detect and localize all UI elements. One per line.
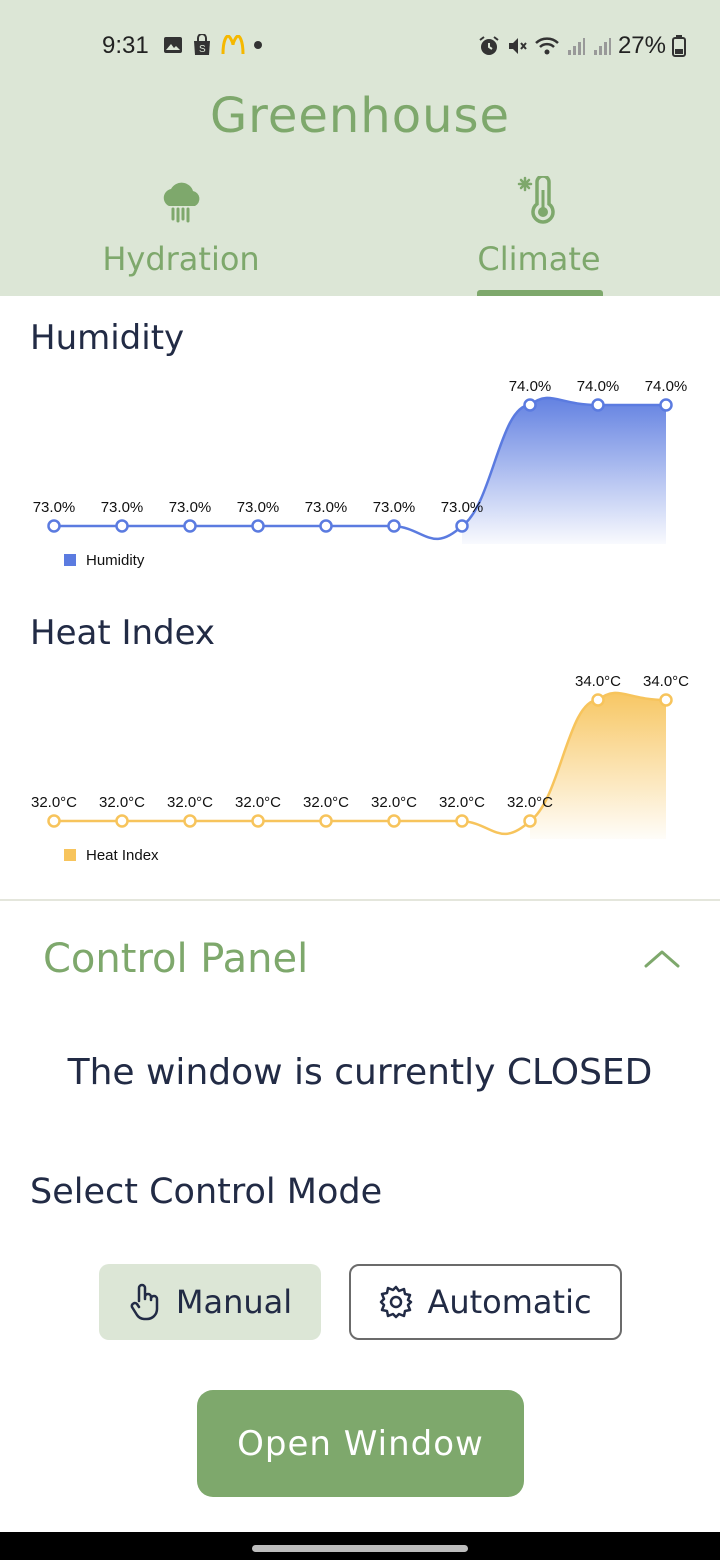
- humidity-data-label: 73.0%: [305, 499, 348, 516]
- humidity-point: [659, 398, 673, 412]
- divider: [0, 899, 720, 901]
- heat-index-data-label: 32.0°C: [31, 794, 77, 811]
- heat-index-area: [530, 692, 666, 839]
- cloud-rain-icon: [163, 182, 200, 223]
- heat-index-point: [523, 814, 537, 828]
- humidity-data-label: 73.0%: [237, 499, 280, 516]
- shop-icon: S: [194, 34, 210, 55]
- humidity-point: [591, 398, 605, 412]
- humidity-title: Humidity: [30, 318, 185, 358]
- heat-index-data-label: 32.0°C: [439, 794, 485, 811]
- hand-pointer-icon: [130, 1283, 159, 1321]
- control-panel-title: Control Panel: [43, 936, 309, 982]
- humidity-point: [387, 519, 401, 533]
- signal-icon: [567, 38, 585, 55]
- heat-index-point: [455, 814, 469, 828]
- tab-climate[interactable]: Climate: [409, 170, 669, 296]
- humidity-chart: 73.0% 73.0% 73.0% 73.0% 73.0% 73.0% 73.0% 74.0%…: [33, 378, 688, 569]
- humidity-point: [455, 519, 469, 533]
- system-icons: 27%: [478, 32, 686, 60]
- humidity-point: [319, 519, 333, 533]
- automatic-mode-button[interactable]: Automatic: [349, 1264, 622, 1340]
- heat-index-data-label: 34.0°C: [643, 673, 689, 690]
- humidity-point: [47, 519, 61, 533]
- heat-index-point: [183, 814, 197, 828]
- mute-icon: [508, 38, 527, 54]
- automatic-mode-label: Automatic: [427, 1283, 592, 1321]
- manual-mode-label: Manual: [175, 1283, 293, 1321]
- humidity-data-label: 73.0%: [441, 499, 484, 516]
- battery-icon: [672, 35, 686, 57]
- heat-index-data-label: 34.0°C: [575, 673, 621, 690]
- heat-index-point: [251, 814, 265, 828]
- heat-index-data-label: 32.0°C: [99, 794, 145, 811]
- thermometer-icon: [517, 176, 555, 224]
- tab-label: Climate: [477, 240, 601, 278]
- wifi-icon: [535, 37, 559, 55]
- manual-mode-button[interactable]: Manual: [99, 1264, 321, 1340]
- humidity-data-label: 74.0%: [509, 378, 552, 395]
- home-handle[interactable]: [252, 1545, 468, 1552]
- dot-icon: [254, 41, 262, 49]
- tab-label: Hydration: [102, 240, 260, 278]
- status-time: 9:31: [102, 32, 149, 59]
- battery-percent: 27%: [617, 32, 666, 59]
- heat-index-point: [387, 814, 401, 828]
- heat-index-point: [591, 693, 605, 707]
- chevron-up-icon[interactable]: [642, 944, 682, 974]
- heat-index-chart: 32.0°C 32.0°C 32.0°C 32.0°C 32.0°C 32.0°C 32.0…: [31, 673, 689, 864]
- humidity-point: [251, 519, 265, 533]
- heat-index-legend-swatch: [64, 849, 76, 861]
- mode-title: Select Control Mode: [30, 1172, 383, 1212]
- heat-index-point: [47, 814, 61, 828]
- humidity-data-label: 73.0%: [373, 499, 416, 516]
- heat-index-data-label: 32.0°C: [507, 794, 553, 811]
- humidity-data-label: 74.0%: [577, 378, 620, 395]
- humidity-line: [54, 396, 666, 540]
- humidity-data-label: 73.0%: [33, 499, 76, 516]
- humidity-point: [115, 519, 129, 533]
- signal-icon: [593, 38, 611, 55]
- heat-index-data-label: 32.0°C: [167, 794, 213, 811]
- mcdonalds-icon: [221, 35, 245, 55]
- heat-index-title: Heat Index: [30, 613, 216, 653]
- heat-index-point: [659, 693, 673, 707]
- humidity-legend-swatch: [64, 554, 76, 566]
- active-tab-indicator: [477, 290, 603, 296]
- humidity-point: [183, 519, 197, 533]
- humidity-data-label: 73.0%: [169, 499, 212, 516]
- app-header: 9:31 S 27% Greenhouse Hydration: [0, 0, 720, 296]
- heat-index-data-label: 32.0°C: [303, 794, 349, 811]
- heat-index-point: [319, 814, 333, 828]
- heat-index-legend-label: Heat Index: [86, 847, 159, 864]
- gear-icon: [380, 1285, 413, 1319]
- humidity-data-label: 73.0%: [101, 499, 144, 516]
- open-window-button[interactable]: Open Window: [197, 1390, 524, 1497]
- heat-index-data-label: 32.0°C: [371, 794, 417, 811]
- status-bar: 9:31 S 27%: [0, 0, 720, 96]
- app-title: Greenhouse: [209, 88, 511, 144]
- alarm-icon: [479, 36, 499, 55]
- window-status: The window is currently CLOSED: [67, 1052, 653, 1093]
- notification-icons: S: [163, 34, 263, 56]
- tab-hydration[interactable]: Hydration: [51, 170, 311, 296]
- humidity-point: [523, 398, 537, 412]
- image-icon: [164, 37, 182, 53]
- humidity-area: [462, 397, 666, 544]
- heat-index-data-label: 32.0°C: [235, 794, 281, 811]
- humidity-legend-label: Humidity: [86, 552, 145, 569]
- svg-text:S: S: [199, 44, 206, 55]
- heat-index-point: [115, 814, 129, 828]
- humidity-data-label: 74.0%: [645, 378, 688, 395]
